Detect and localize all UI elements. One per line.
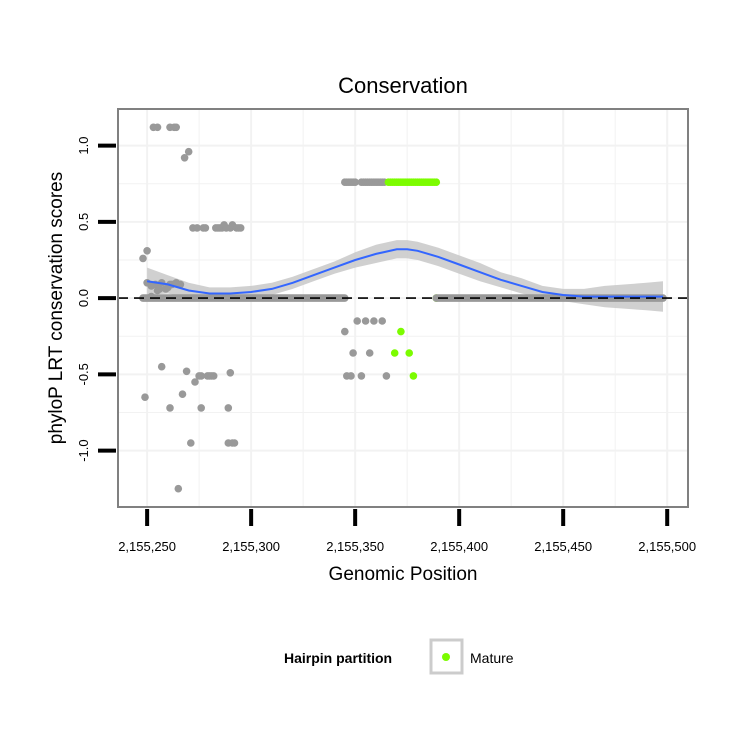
legend-key-mature-point — [442, 653, 450, 661]
legend-label-mature: Mature — [470, 650, 514, 666]
other-point — [193, 224, 201, 232]
other-point — [230, 439, 239, 447]
plot-panel-border — [117, 108, 689, 508]
other-point — [224, 404, 233, 412]
other-point — [353, 317, 362, 325]
y-tick-label: 0.0 — [76, 289, 91, 307]
other-point — [141, 393, 149, 402]
other-point — [209, 372, 218, 380]
other-point — [365, 349, 374, 357]
other-point — [382, 372, 391, 380]
data-points — [139, 123, 441, 493]
other-point — [197, 372, 205, 380]
grid-lines — [118, 109, 688, 507]
legend-title: Hairpin partition — [284, 650, 392, 666]
legend: Hairpin partition Mature — [284, 638, 514, 675]
other-point — [191, 378, 199, 386]
other-point — [176, 280, 185, 289]
chart-title: Conservation — [338, 73, 468, 98]
x-axis-title: Genomic Position — [329, 564, 478, 585]
other-point — [370, 317, 378, 325]
mature-point — [409, 372, 418, 380]
other-point — [197, 404, 205, 412]
other-point — [201, 224, 210, 232]
mature-point — [397, 327, 405, 336]
other-point — [184, 147, 193, 156]
other-point — [172, 123, 180, 132]
other-point — [349, 349, 357, 357]
y-axis-title: phyloP LRT conservation scores — [46, 172, 67, 445]
y-tick-label: 1.0 — [76, 137, 91, 155]
y-tick-label: -0.5 — [76, 363, 91, 385]
x-tick-label: 2,155,450 — [534, 539, 592, 554]
smooth-line — [146, 248, 663, 298]
other-point — [226, 369, 235, 377]
other-point — [361, 317, 370, 325]
other-point — [174, 484, 183, 493]
smooth-line-group — [146, 248, 663, 298]
other-point — [378, 317, 387, 325]
other-point — [351, 178, 360, 186]
confidence-band — [147, 240, 664, 312]
other-point — [178, 390, 187, 399]
x-tick-label: 2,155,300 — [222, 539, 280, 554]
other-point — [139, 254, 147, 263]
y-axis: -1.0 -0.5 0.0 0.5 1.0 — [76, 137, 116, 462]
other-point — [155, 285, 164, 293]
other-point — [157, 362, 166, 371]
y-tick-label: 0.5 — [76, 213, 91, 231]
mature-point — [432, 178, 441, 186]
other-point — [180, 154, 189, 162]
other-point — [357, 372, 366, 380]
x-tick-label: 2,155,500 — [638, 539, 696, 554]
x-tick-label: 2,155,250 — [118, 539, 176, 554]
other-point — [153, 123, 162, 132]
y-tick-label: -1.0 — [76, 439, 91, 461]
x-tick-label: 2,155,350 — [326, 539, 384, 554]
other-point — [143, 247, 151, 255]
other-point — [341, 327, 349, 336]
mature-point — [390, 349, 399, 357]
confidence-band-area — [147, 240, 664, 312]
other-point — [182, 367, 191, 376]
other-point — [187, 439, 195, 447]
other-point — [236, 224, 245, 232]
other-point — [347, 372, 355, 380]
mature-point — [405, 349, 414, 357]
x-tick-label: 2,155,400 — [430, 539, 488, 554]
x-axis: 2,155,250 2,155,300 2,155,350 2,155,400 2,15… — [118, 509, 696, 554]
other-point — [166, 404, 174, 412]
